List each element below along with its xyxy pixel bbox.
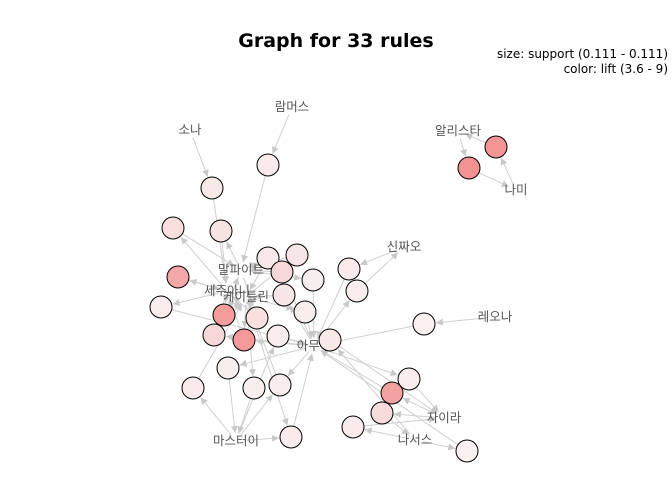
item-label: 말파이트 [218, 262, 264, 277]
edge-lhs-r26 [240, 394, 273, 436]
rule-node-r13 [272, 283, 296, 307]
edge-rhs-r3 [478, 172, 509, 188]
rule-node-r14 [337, 257, 361, 281]
rule-node-layer [149, 135, 508, 463]
edge-rhs-r28 [320, 349, 383, 388]
edge-rhs-r23 [228, 378, 238, 434]
edge-rhs-r29 [415, 386, 440, 413]
edge-lhs-r19 [243, 277, 255, 307]
item-label: 레오나 [478, 309, 513, 324]
edge-lhs-r29 [321, 348, 398, 377]
rule-node-r16 [412, 312, 436, 336]
rule-node-r28 [380, 381, 404, 405]
edge-lhs-r12 [172, 292, 220, 306]
edge-lhs-r16 [435, 317, 488, 326]
edge-lhs-r24 [200, 397, 232, 436]
rule-node-r22 [266, 324, 290, 348]
rule-node-r5 [209, 219, 233, 243]
item-label: 신짜오 [387, 239, 422, 254]
rule-node-r3 [457, 156, 481, 180]
rule-node-r25 [242, 376, 266, 400]
rule-node-r23 [216, 356, 240, 380]
edge-lhs-r26 [287, 351, 310, 377]
edge-rhs-r15 [364, 252, 399, 284]
edge-lhs-r6 [180, 236, 223, 286]
item-label: 람머스 [275, 99, 310, 114]
legend-color: color: lift (3.6 - 9) [564, 62, 668, 76]
rule-node-r21 [202, 323, 226, 347]
edge-rhs-r30 [390, 419, 410, 436]
rule-node-r29 [397, 367, 421, 391]
rule-node-r18 [212, 303, 236, 327]
rule-node-r30 [370, 401, 394, 425]
rule-node-r32 [455, 439, 479, 463]
rule-node-r20 [232, 328, 256, 352]
edge-lhs-r20 [241, 304, 249, 329]
item-label: 나서스 [398, 432, 433, 447]
edge-lhs-r18 [222, 295, 230, 304]
rule-node-r7 [166, 265, 190, 289]
legend-size: size: support (0.111 - 0.111) [497, 47, 668, 61]
rule-node-r8 [256, 246, 280, 270]
rule-node-r1 [256, 153, 280, 177]
edge-lhs-r1 [272, 114, 290, 155]
edge-rhs-r14 [316, 278, 345, 339]
item-label: 알리스타 [435, 123, 482, 138]
item-label: 소나 [178, 122, 202, 137]
rule-node-r31 [341, 415, 365, 439]
edge-lhs-r23 [239, 347, 307, 367]
edge-lhs-r2 [192, 137, 209, 177]
edge-rhs-r25 [237, 398, 251, 434]
rule-node-r19 [245, 306, 269, 330]
graph-title: Graph for 33 rules [238, 30, 434, 52]
edge-rhs-r5 [221, 241, 229, 284]
edge-rhs-r10 [248, 267, 272, 275]
item-label: 나미 [504, 182, 527, 197]
item-label: 케이틀린 [223, 289, 269, 304]
edge-lhs-r5 [226, 241, 238, 264]
rule-node-r33 [318, 328, 342, 352]
edge-rhs-r22 [288, 338, 307, 346]
edge-rhs-r27 [293, 353, 314, 427]
item-label: 마스터이 [213, 433, 259, 448]
edge-rhs-r17 [306, 322, 314, 339]
rule-node-r27 [279, 425, 303, 449]
rule-node-r15 [345, 279, 369, 303]
rule-node-r9 [285, 243, 309, 267]
rule-node-r12 [149, 295, 173, 319]
edge-lhs-r3 [459, 138, 467, 157]
edge-lhs-r31 [364, 427, 408, 439]
item-label: 자이라 [427, 410, 462, 425]
rule-node-r4 [484, 135, 508, 159]
rule-node-r24 [181, 376, 205, 400]
rule-node-r26 [268, 373, 292, 397]
rule-node-r2 [200, 176, 224, 200]
item-label: 세주아니 [204, 283, 250, 298]
rule-node-r11 [301, 268, 325, 292]
edge-rhs-r13 [253, 292, 274, 300]
rule-node-r17 [293, 300, 317, 324]
edge-rhs-r4 [465, 133, 487, 144]
rule-node-r6 [161, 216, 185, 240]
edge-lhs-r32 [422, 441, 456, 451]
edge-rhs-r33 [338, 345, 438, 414]
edge-rhs-r7 [188, 279, 220, 291]
edge-lhs-r27 [243, 434, 280, 442]
edge-lhs-r14 [359, 249, 397, 266]
edge-rhs-r6 [182, 233, 235, 267]
edge-rhs-r1 [241, 175, 266, 263]
edge-lhs-r33 [337, 348, 411, 435]
edge-lhs-r17 [253, 298, 294, 311]
edge-lhs-r4 [500, 157, 514, 183]
rule-node-r10 [270, 260, 294, 284]
